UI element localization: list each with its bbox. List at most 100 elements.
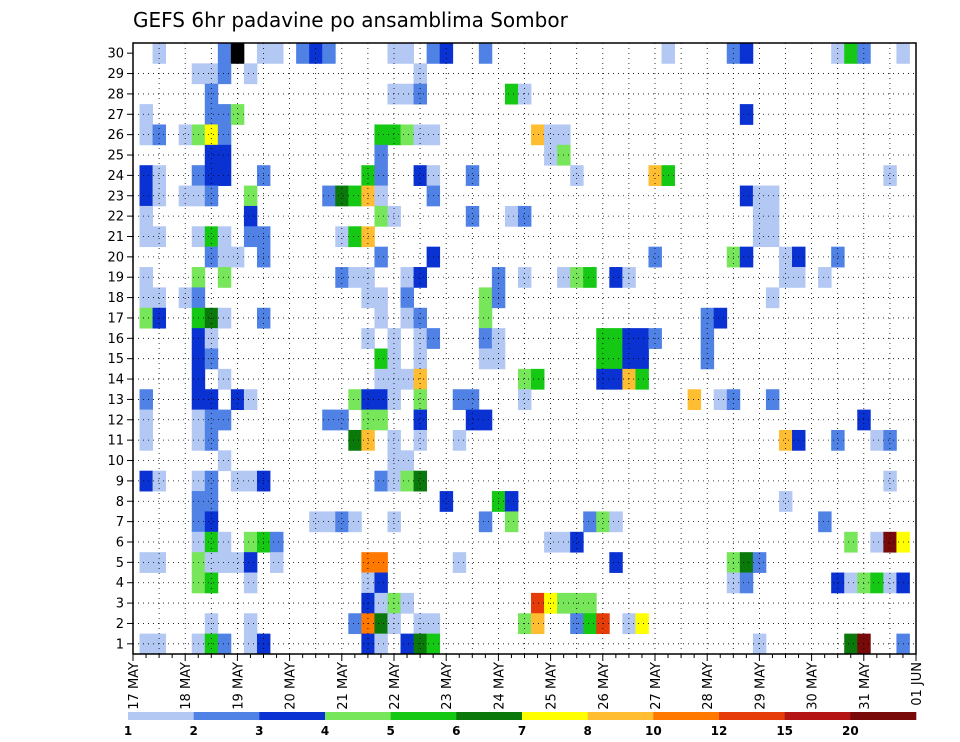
heatmap-cell <box>400 368 414 390</box>
heatmap-cell <box>413 368 428 390</box>
heatmap-cell <box>335 267 349 288</box>
y-tick-label: 14 <box>107 373 124 388</box>
heatmap-cell <box>217 531 232 553</box>
heatmap-cell <box>400 43 414 64</box>
heatmap-cell <box>139 307 153 329</box>
heatmap-cell <box>478 409 493 431</box>
heatmap-cell <box>374 307 388 329</box>
heatmap-cell <box>465 409 480 431</box>
heatmap-cell <box>204 165 219 186</box>
heatmap-cell <box>752 226 767 248</box>
x-tick-label: 31 MAY <box>858 662 873 710</box>
y-tick-label: 21 <box>107 230 124 245</box>
heatmap-cell <box>883 165 897 186</box>
y-tick-label: 4 <box>116 576 124 591</box>
heatmap-cell <box>844 572 858 594</box>
heatmap-cell <box>204 83 219 105</box>
heatmap-cell <box>374 205 388 227</box>
heatmap-cell <box>583 511 597 533</box>
heatmap-cell <box>713 389 728 410</box>
heatmap-cell <box>661 43 675 64</box>
heatmap-cell <box>465 389 480 410</box>
colorbar-segment <box>259 712 326 720</box>
heatmap-cell <box>374 287 388 309</box>
heatmap-cell <box>465 205 480 227</box>
heatmap-cell <box>426 43 441 64</box>
x-tick-label: 17 MAY <box>127 662 142 710</box>
y-tick-label: 27 <box>107 108 124 123</box>
heatmap-cell <box>139 552 153 573</box>
y-tick-label: 15 <box>107 352 124 367</box>
heatmap-cell <box>648 246 662 268</box>
heatmap-cell <box>243 470 258 492</box>
heatmap-cell <box>243 63 258 85</box>
heatmap-cell <box>374 185 388 207</box>
colorbar-segment <box>128 712 194 720</box>
heatmap-cell <box>739 552 754 573</box>
heatmap-cell <box>348 226 362 248</box>
heatmap-cell <box>348 429 362 451</box>
heatmap-cell <box>883 429 897 451</box>
y-tick-label: 6 <box>116 535 124 550</box>
x-tick-label: 01 JUN <box>910 662 925 706</box>
heatmap-cell <box>243 572 258 594</box>
heatmap-cell <box>831 246 845 268</box>
heatmap-cell <box>896 43 910 64</box>
heatmap-cell <box>570 267 584 288</box>
heatmap-cell <box>217 450 232 472</box>
heatmap-cell <box>204 226 219 248</box>
heatmap-cell <box>217 246 232 268</box>
colorbar-label: 15 <box>776 724 793 738</box>
heatmap-cell <box>452 429 467 451</box>
heatmap-cell <box>765 205 780 227</box>
heatmap-cell <box>609 368 623 390</box>
heatmap-cell <box>609 511 623 533</box>
y-axis-ticks: 1234567891011121314151617181920212223242… <box>107 47 133 652</box>
heatmap-cell <box>204 491 219 512</box>
colorbar-segment <box>456 712 523 720</box>
heatmap-cell <box>413 165 428 186</box>
heatmap-cell <box>517 83 532 105</box>
heatmap-cell <box>844 531 858 553</box>
heatmap-cell <box>139 470 153 492</box>
heatmap-cell <box>374 409 388 431</box>
heatmap-cell <box>204 470 219 492</box>
heatmap-cell <box>413 470 428 492</box>
y-tick-label: 9 <box>116 474 124 489</box>
heatmap-cell <box>517 389 532 410</box>
heatmap-cell <box>622 368 636 390</box>
heatmap-cell <box>752 185 767 207</box>
heatmap-cell <box>504 491 519 512</box>
colorbar-segment <box>325 712 391 720</box>
heatmap-cell <box>387 205 401 227</box>
y-tick-label: 2 <box>116 617 124 632</box>
heatmap-cell <box>609 348 623 370</box>
heatmap-cell <box>531 592 545 614</box>
heatmap-cell <box>335 409 349 431</box>
heatmap-cell <box>739 104 754 125</box>
x-tick-label: 18 MAY <box>179 662 194 710</box>
colorbar-segment <box>390 712 457 720</box>
heatmap-cell <box>387 450 401 472</box>
heatmap-cell <box>204 124 219 146</box>
heatmap-cell <box>374 389 388 410</box>
y-tick-label: 1 <box>116 637 124 652</box>
heatmap-cell <box>243 185 258 207</box>
y-tick-label: 28 <box>107 87 124 102</box>
chart-title: GEFS 6hr padavine po ansamblima Sombor <box>133 8 569 32</box>
heatmap-cell <box>478 511 493 533</box>
y-tick-label: 10 <box>107 454 124 469</box>
heatmap-cell <box>413 409 428 431</box>
x-tick-label: 24 MAY <box>492 662 507 710</box>
heatmap-cell <box>635 348 649 370</box>
heatmap-cell <box>400 267 414 288</box>
heatmap-cell <box>752 633 767 655</box>
heatmap-cell <box>139 633 153 655</box>
heatmap-cell <box>243 389 258 410</box>
heatmap-cell <box>243 552 258 573</box>
y-tick-label: 7 <box>116 515 124 530</box>
heatmap-cell <box>230 552 245 573</box>
heatmap-cell <box>413 633 428 655</box>
heatmap-cell <box>139 429 153 451</box>
heatmap-cell <box>374 348 388 370</box>
